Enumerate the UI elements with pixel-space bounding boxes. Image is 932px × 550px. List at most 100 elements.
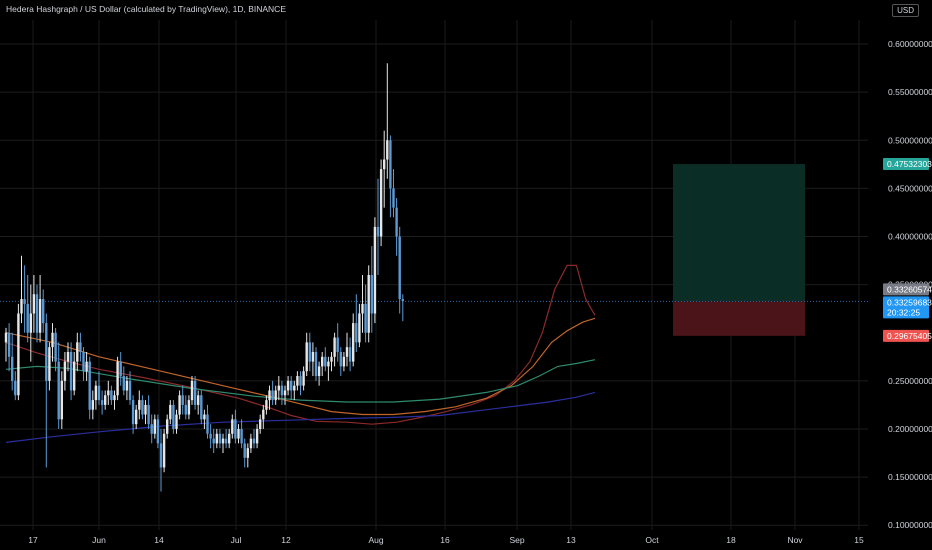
candle[interactable] xyxy=(79,332,82,362)
candle[interactable] xyxy=(268,385,271,410)
candle[interactable] xyxy=(178,390,181,420)
candle[interactable] xyxy=(104,390,107,410)
candle[interactable] xyxy=(153,414,156,439)
candle[interactable] xyxy=(240,419,243,449)
candle[interactable] xyxy=(280,380,284,405)
candle[interactable] xyxy=(317,361,321,386)
candle[interactable] xyxy=(228,428,231,449)
candle[interactable] xyxy=(187,395,191,420)
candle[interactable] xyxy=(379,159,383,247)
candle[interactable] xyxy=(215,428,218,449)
candle[interactable] xyxy=(364,284,367,343)
candle[interactable] xyxy=(327,356,330,381)
target-zone[interactable] xyxy=(673,164,805,302)
candle[interactable] xyxy=(345,332,349,367)
candle[interactable] xyxy=(138,390,141,420)
candle[interactable] xyxy=(286,376,290,396)
candle[interactable] xyxy=(57,342,60,429)
candle[interactable] xyxy=(135,404,138,429)
candle[interactable] xyxy=(370,246,373,333)
candle[interactable] xyxy=(308,332,311,372)
candle[interactable] xyxy=(342,351,346,372)
candle[interactable] xyxy=(54,327,57,372)
candle[interactable] xyxy=(94,380,98,410)
candle[interactable] xyxy=(38,275,42,343)
candle[interactable] xyxy=(60,371,63,429)
candle[interactable] xyxy=(63,351,67,391)
currency-button[interactable]: USD xyxy=(892,4,919,17)
candle[interactable] xyxy=(243,438,246,468)
x-axis[interactable]: 17 Jun 14 Jul 12 Aug 16 Sep 13 Oct 18 Nov 15 xyxy=(28,535,864,545)
candle[interactable] xyxy=(389,135,392,218)
candle[interactable] xyxy=(302,366,305,391)
candle[interactable] xyxy=(392,169,395,218)
candle[interactable] xyxy=(7,323,11,372)
candle[interactable] xyxy=(246,443,249,468)
candle[interactable] xyxy=(321,351,324,377)
candle[interactable] xyxy=(32,275,36,333)
candle[interactable] xyxy=(150,414,153,444)
candle[interactable] xyxy=(48,342,51,391)
candle[interactable] xyxy=(367,265,370,343)
candle[interactable] xyxy=(184,395,187,420)
candle[interactable] xyxy=(69,342,73,401)
candle[interactable] xyxy=(172,400,175,434)
candle[interactable] xyxy=(125,376,129,401)
candle[interactable] xyxy=(11,332,14,391)
candle[interactable] xyxy=(88,356,91,420)
candle[interactable] xyxy=(293,380,296,401)
candle[interactable] xyxy=(181,385,184,415)
candle[interactable] xyxy=(358,303,361,348)
candle[interactable] xyxy=(290,376,293,401)
candle[interactable] xyxy=(20,255,23,324)
candle[interactable] xyxy=(271,380,274,405)
candle[interactable] xyxy=(14,371,17,401)
candle[interactable] xyxy=(4,327,8,362)
candle[interactable] xyxy=(401,294,404,322)
candle[interactable] xyxy=(274,385,277,405)
candle[interactable] xyxy=(29,284,32,362)
candle[interactable] xyxy=(35,284,39,343)
candle[interactable] xyxy=(203,409,206,429)
candle[interactable] xyxy=(175,409,178,434)
candle[interactable] xyxy=(197,390,200,415)
candle[interactable] xyxy=(255,424,259,449)
candle[interactable] xyxy=(107,380,110,405)
candle[interactable] xyxy=(314,347,318,381)
candle[interactable] xyxy=(252,428,256,449)
candle[interactable] xyxy=(283,385,287,405)
candle[interactable] xyxy=(162,428,166,473)
candle[interactable] xyxy=(206,404,209,439)
candle[interactable] xyxy=(169,400,172,425)
candle[interactable] xyxy=(200,390,203,425)
candle[interactable] xyxy=(333,332,336,367)
candle[interactable] xyxy=(311,342,315,377)
candle[interactable] xyxy=(265,395,268,415)
stop-zone[interactable] xyxy=(673,301,805,336)
candle[interactable] xyxy=(51,323,54,362)
candle[interactable] xyxy=(116,356,119,401)
candle[interactable] xyxy=(376,178,380,275)
candle[interactable] xyxy=(166,414,169,439)
candle[interactable] xyxy=(277,376,280,401)
candle[interactable] xyxy=(131,395,135,434)
candle[interactable] xyxy=(221,433,225,454)
candle[interactable] xyxy=(386,63,389,179)
candle[interactable] xyxy=(259,414,262,434)
candle[interactable] xyxy=(23,265,26,333)
candle[interactable] xyxy=(91,390,94,420)
candle[interactable] xyxy=(398,226,401,314)
candle[interactable] xyxy=(237,424,240,444)
candle[interactable] xyxy=(76,332,79,372)
candle[interactable] xyxy=(339,347,342,377)
candle[interactable] xyxy=(249,433,253,454)
candle[interactable] xyxy=(85,351,88,381)
candle[interactable] xyxy=(234,409,237,444)
candle[interactable] xyxy=(299,371,302,396)
candle[interactable] xyxy=(352,313,355,367)
candle[interactable] xyxy=(159,428,163,492)
candle[interactable] xyxy=(73,351,76,396)
candle[interactable] xyxy=(383,130,386,208)
candle[interactable] xyxy=(373,217,377,324)
